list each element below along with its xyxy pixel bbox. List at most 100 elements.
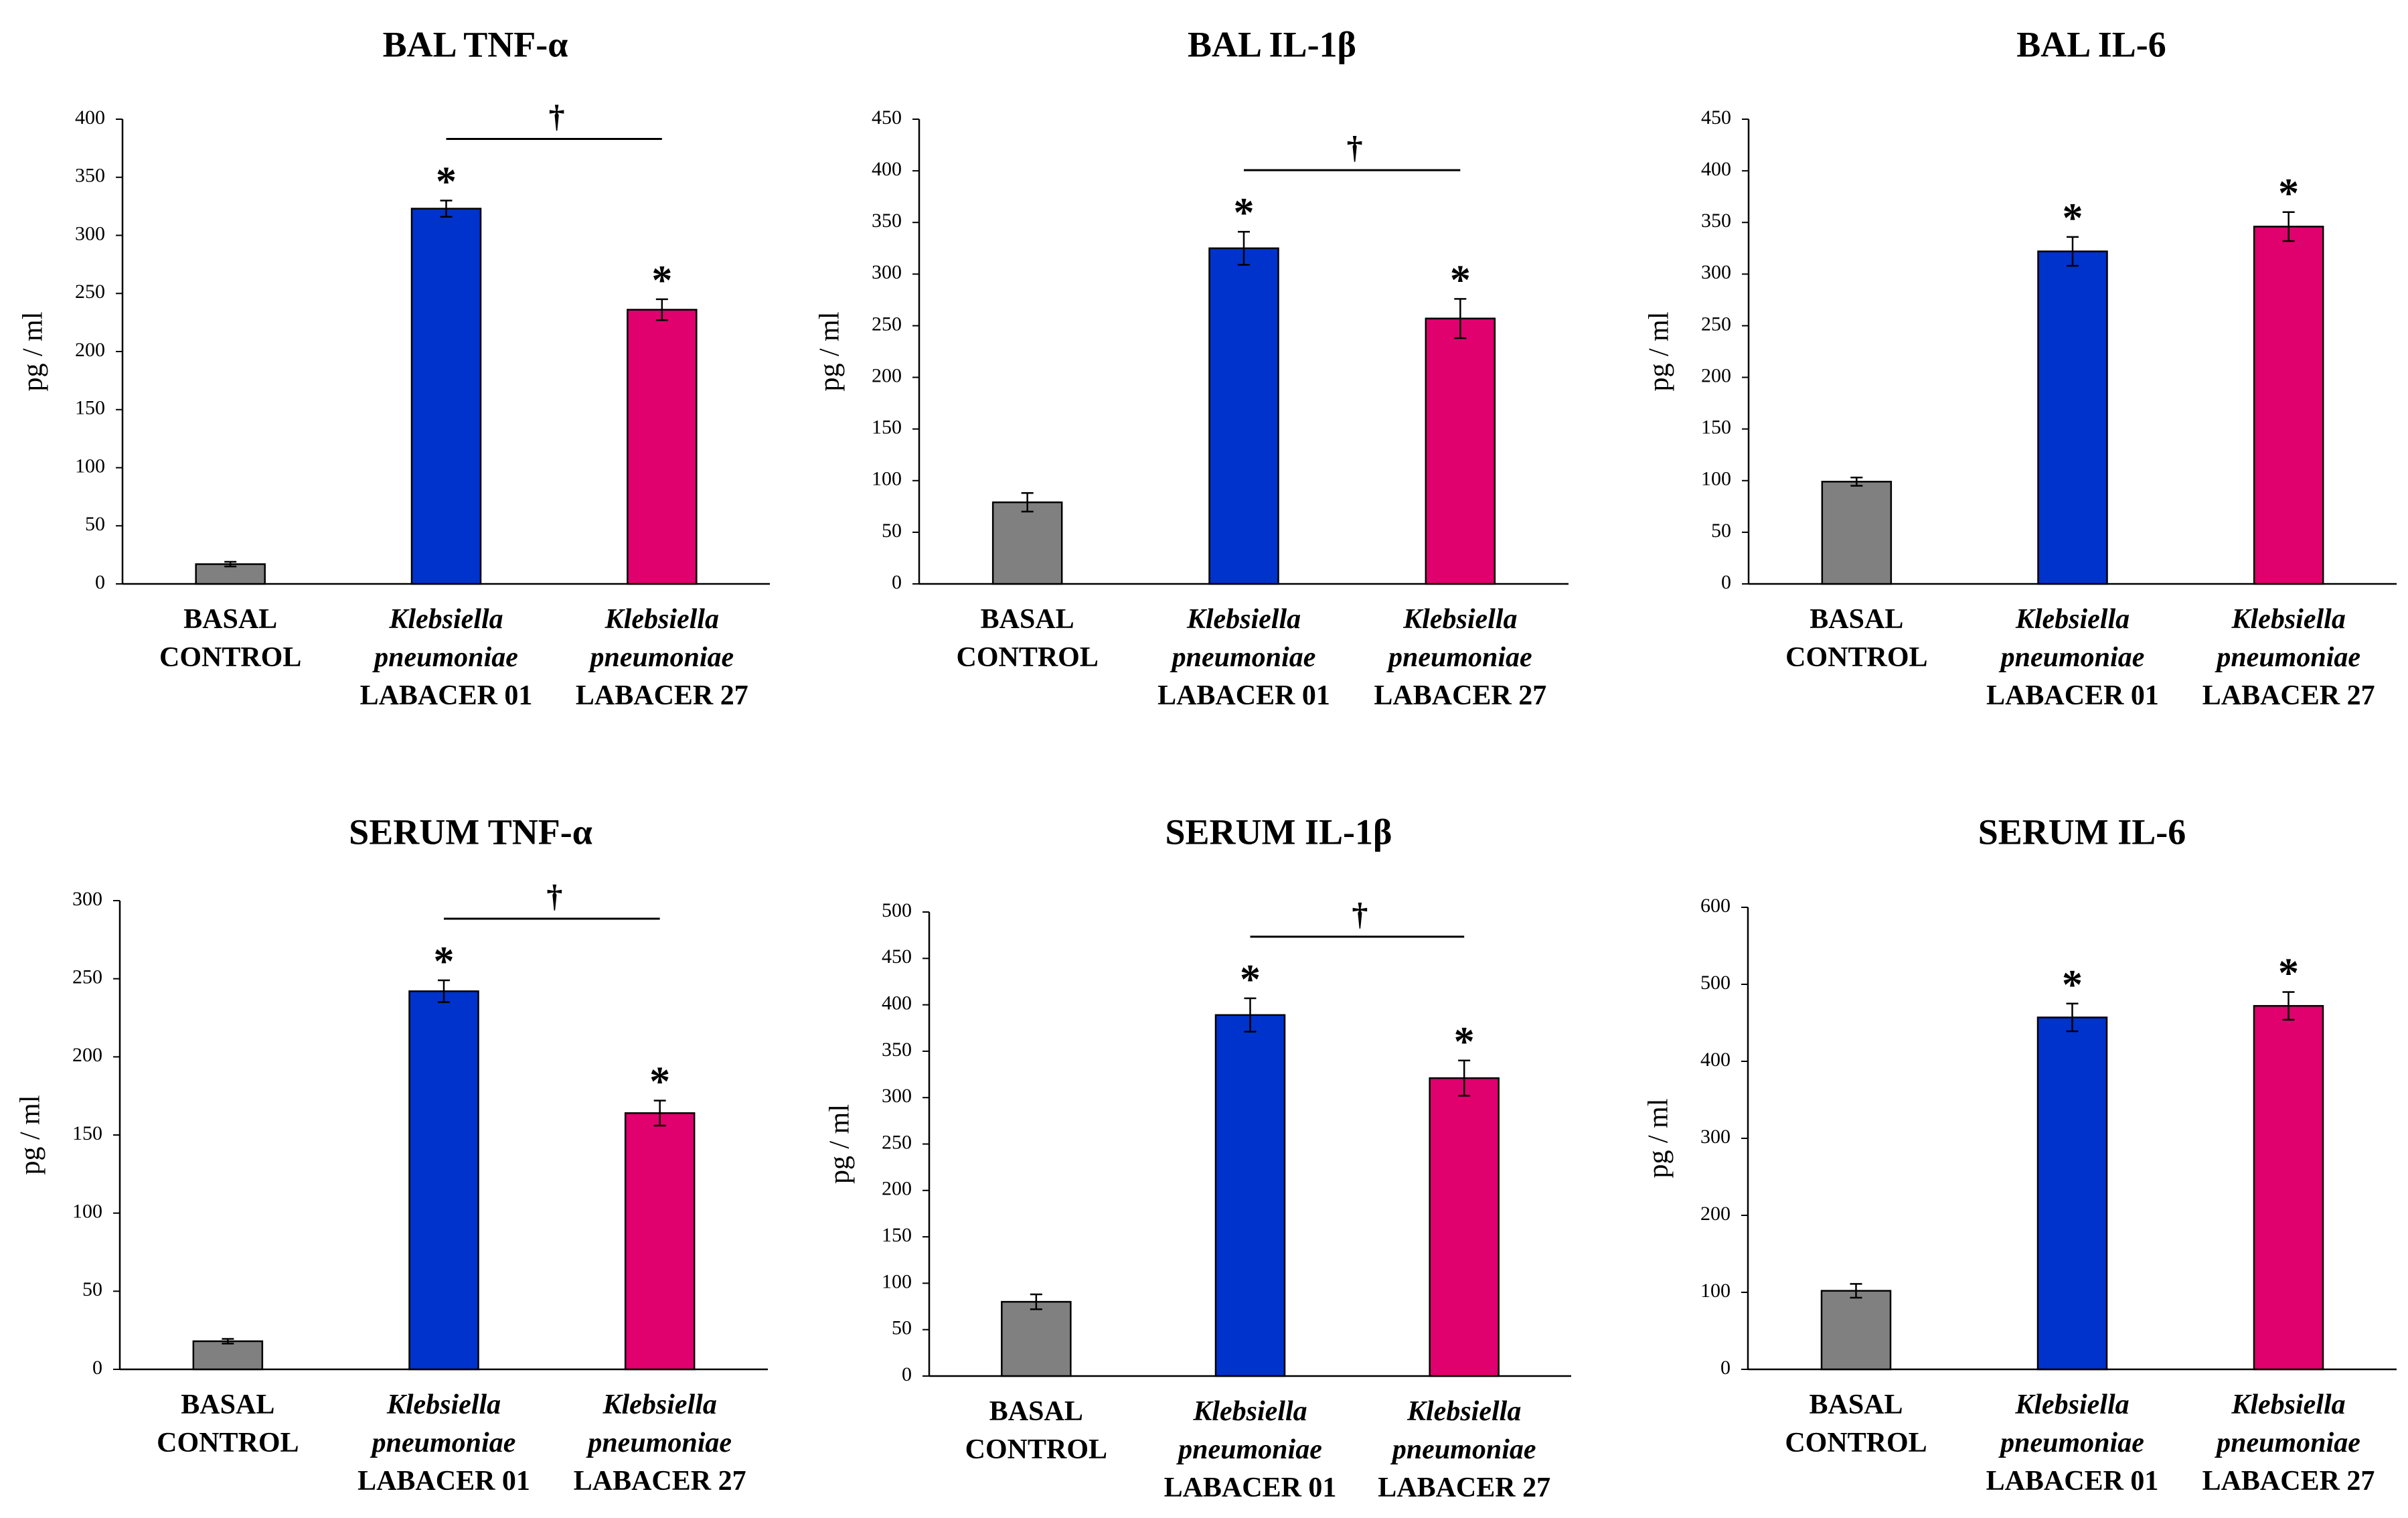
y-tick-label: 300: [75, 222, 105, 244]
bar-1: [991, 501, 1063, 585]
y-tick-label: 250: [882, 1131, 912, 1153]
x-category-label-line: pneumoniae: [372, 642, 518, 673]
x-category-label-line: Klebsiella: [1186, 604, 1301, 635]
x-category-label-line: CONTROL: [1785, 642, 1927, 673]
x-category-label-line: pneumoniae: [1390, 1434, 1536, 1465]
y-tick-label: 300: [1700, 1126, 1731, 1148]
y-tick-label: 50: [1711, 520, 1731, 542]
bar-2: [1208, 247, 1279, 585]
x-category-label: Klebsiella pneumoniae LABACER 01: [357, 1389, 530, 1497]
x-category-label-line: CONTROL: [1785, 1428, 1927, 1458]
x-category-label-line: LABACER 01: [1986, 680, 2159, 711]
significance-star: *: [1454, 1019, 1475, 1065]
chart-panel-2: BAL IL-1β 0 50 100 150 200 250 300 350 400 450 pg /…: [815, 24, 1569, 711]
bar-3: [1425, 317, 1496, 585]
bar-3: [624, 1112, 696, 1371]
significance-star: *: [649, 1059, 670, 1105]
x-category-label-line: LABACER 27: [2202, 680, 2375, 711]
chart-title: SERUM IL-1β: [1166, 812, 1392, 852]
bar-3: [1429, 1077, 1500, 1377]
y-tick-label: 500: [882, 899, 912, 921]
x-category-label: BASAL CONTROL: [1785, 1389, 1927, 1458]
bar-3: [2253, 226, 2324, 585]
significance-star: *: [434, 939, 455, 984]
x-category-label-line: LABACER 27: [1378, 1472, 1550, 1503]
x-category-label-line: CONTROL: [956, 642, 1098, 673]
y-tick-label: 300: [872, 261, 902, 283]
x-category-label-line: Klebsiella: [603, 1389, 717, 1420]
x-category-label: BASAL CONTROL: [956, 604, 1098, 673]
y-tick-label: 250: [72, 966, 102, 988]
y-tick-label: 300: [882, 1085, 912, 1107]
x-category-label-line: Klebsiella: [388, 604, 503, 635]
bar-2: [2037, 250, 2108, 585]
significance-star: *: [651, 258, 672, 303]
x-category-label-line: pneumoniae: [1176, 1434, 1322, 1465]
chart-title: BAL TNF-α: [383, 24, 568, 64]
y-tick-label: 400: [872, 158, 902, 180]
x-category-label: Klebsiella pneumoniae LABACER 27: [2202, 604, 2375, 711]
y-tick-label: 200: [872, 364, 902, 386]
y-tick-label: 100: [75, 455, 105, 477]
bar-2: [410, 208, 482, 585]
x-category-label-line: LABACER 01: [1157, 680, 1330, 711]
y-tick-label: 250: [75, 281, 105, 303]
y-tick-label: 0: [1721, 571, 1731, 593]
chart-title: BAL IL-6: [2016, 24, 2166, 64]
y-tick-label: 100: [872, 468, 902, 490]
bar-1: [195, 563, 266, 585]
x-category-label: Klebsiella pneumoniae LABACER 01: [1164, 1396, 1337, 1503]
x-category-label-line: CONTROL: [159, 642, 301, 673]
x-category-label-line: LABACER 01: [1986, 1466, 2159, 1497]
x-category-label: BASAL CONTROL: [157, 1389, 299, 1458]
bar-1: [1820, 1290, 1892, 1371]
bar-3: [2253, 1004, 2324, 1371]
y-axis-label: pg / ml: [815, 311, 846, 391]
x-category-label-line: Klebsiella: [1402, 604, 1517, 635]
chart-panel-6: SERUM IL-6 0 100 200 300 400 500 600 pg / ml * * BA…: [1643, 812, 2397, 1497]
y-tick-label: 400: [882, 992, 912, 1014]
significance-star: *: [2278, 951, 2299, 996]
y-axis-label: pg / ml: [18, 311, 49, 391]
y-tick-label: 50: [85, 513, 105, 535]
significance-dagger: †: [1352, 897, 1368, 932]
significance-star: *: [1234, 190, 1255, 236]
y-tick-label: 400: [1700, 1049, 1731, 1071]
significance-star: *: [2063, 196, 2083, 241]
bar-1: [1821, 481, 1893, 585]
x-category-label: Klebsiella pneumoniae LABACER 01: [1157, 604, 1330, 711]
x-category-label-line: pneumoniae: [1170, 642, 1316, 673]
y-axis-label: pg / ml: [1644, 311, 1675, 391]
chart-panel-5: SERUM IL-1β 0 50 100 150 200 250 300 350 400 450 50…: [825, 812, 1571, 1503]
significance-star: *: [1450, 257, 1471, 303]
x-category-label: BASAL CONTROL: [1785, 604, 1927, 673]
x-category-label: BASAL CONTROL: [965, 1396, 1107, 1465]
x-category-label-line: LABACER 27: [2202, 1466, 2375, 1497]
y-tick-label: 0: [892, 571, 902, 593]
y-axis-label: pg / ml: [825, 1104, 856, 1184]
y-tick-label: 250: [1701, 313, 1731, 335]
x-category-label: Klebsiella pneumoniae LABACER 27: [1378, 1396, 1550, 1503]
y-tick-label: 400: [1701, 158, 1731, 180]
y-tick-label: 0: [95, 571, 105, 593]
x-category-label-line: LABACER 01: [1164, 1472, 1337, 1503]
y-tick-label: 100: [1700, 1280, 1731, 1302]
bar-3: [627, 309, 698, 585]
x-category-label-line: Klebsiella: [2014, 1389, 2129, 1420]
y-tick-label: 150: [75, 397, 105, 419]
bar-2: [408, 990, 479, 1371]
significance-dagger: †: [549, 98, 565, 134]
x-category-label-line: LABACER 27: [576, 680, 748, 711]
bar-1: [192, 1340, 264, 1371]
x-category-label: Klebsiella pneumoniae LABACER 27: [576, 604, 748, 711]
x-category-label-line: Klebsiella: [2231, 604, 2346, 635]
x-category-label-line: LABACER 01: [360, 680, 533, 711]
x-category-label-line: pneumoniae: [1999, 642, 2145, 673]
chart-title: BAL IL-1β: [1188, 24, 1356, 64]
chart-title: SERUM IL-6: [1978, 812, 2186, 852]
x-category-label: Klebsiella pneumoniae LABACER 27: [574, 1389, 746, 1497]
y-tick-label: 500: [1700, 972, 1731, 994]
x-category-label-line: pneumoniae: [2215, 1428, 2360, 1458]
x-category-label: BASAL CONTROL: [159, 604, 301, 673]
y-tick-label: 150: [72, 1122, 102, 1144]
